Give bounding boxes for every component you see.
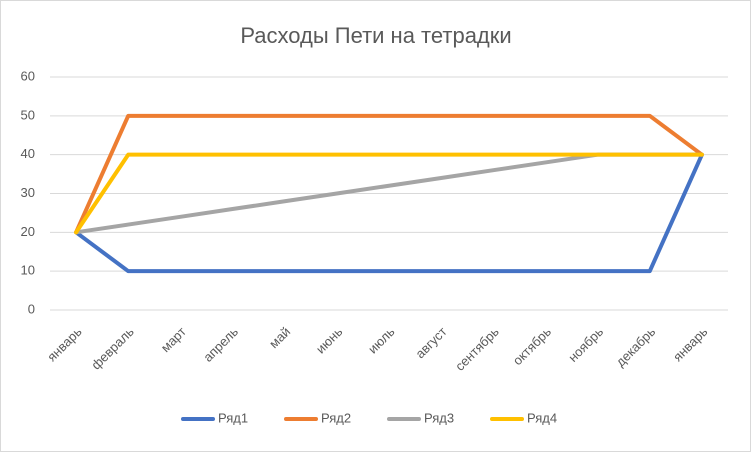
legend-label: Ряд4 bbox=[527, 410, 557, 425]
line-series bbox=[74, 152, 704, 235]
y-tick-label: 60 bbox=[21, 68, 35, 83]
legend-label: Ряд3 bbox=[424, 410, 454, 425]
y-tick-label: 20 bbox=[21, 224, 35, 239]
y-tick-label: 0 bbox=[28, 301, 35, 316]
y-tick-label: 10 bbox=[21, 263, 35, 278]
chart-title: Расходы Пети на тетрадки bbox=[240, 23, 511, 48]
legend-label: Ряд2 bbox=[321, 410, 351, 425]
y-tick-label: 50 bbox=[21, 107, 35, 122]
y-tick-label: 40 bbox=[21, 146, 35, 161]
legend-label: Ряд1 bbox=[218, 410, 248, 425]
line-series bbox=[74, 152, 704, 274]
line-series bbox=[74, 113, 704, 235]
y-tick-label: 30 bbox=[21, 185, 35, 200]
